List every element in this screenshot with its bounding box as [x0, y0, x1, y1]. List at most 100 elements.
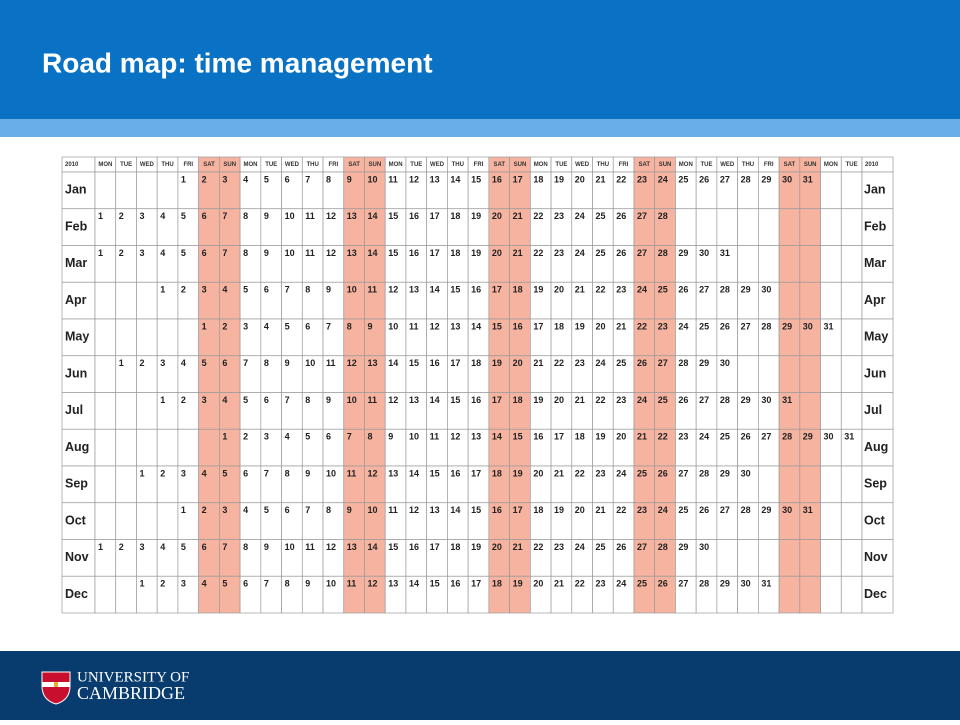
day-number: 26 [658, 468, 668, 478]
month-label: Jan [864, 183, 886, 197]
day-number: 31 [803, 505, 813, 515]
day-number: 8 [243, 542, 248, 552]
cell [94, 171, 117, 210]
day-number: 27 [637, 211, 647, 221]
column-header: MON [98, 162, 112, 168]
cell [61, 392, 96, 430]
day-number: 13 [388, 579, 398, 589]
day-number: 10 [347, 285, 357, 295]
day-number: 20 [533, 579, 543, 589]
day-number: 15 [430, 468, 440, 478]
day-number: 7 [305, 174, 310, 184]
column-header: THU [161, 162, 173, 168]
day-number: 7 [243, 358, 248, 368]
day-number: 8 [347, 321, 352, 331]
day-number: 18 [575, 432, 585, 442]
day-number: 16 [430, 358, 440, 368]
day-number: 16 [492, 174, 502, 184]
day-number: 19 [596, 432, 606, 442]
day-number: 22 [533, 248, 543, 258]
column-header: TUE [120, 162, 132, 168]
day-number: 28 [741, 505, 751, 515]
cell [115, 171, 137, 210]
day-number: 28 [699, 468, 709, 478]
day-number: 30 [761, 395, 771, 405]
day-number: 11 [305, 542, 315, 552]
day-number: 14 [430, 285, 440, 295]
day-number: 21 [554, 468, 564, 478]
day-number: 6 [264, 395, 269, 405]
day-number: 9 [347, 505, 352, 515]
day-number: 8 [285, 579, 290, 589]
day-number: 17 [492, 395, 502, 405]
day-number: 29 [782, 321, 792, 331]
column-header: FRI [619, 162, 629, 168]
day-number: 6 [285, 505, 290, 515]
day-number: 12 [347, 358, 357, 368]
cell [861, 502, 894, 540]
day-number: 23 [637, 174, 647, 184]
day-number: 20 [554, 395, 564, 405]
day-number: 13 [347, 248, 357, 258]
day-number: 2 [202, 174, 207, 184]
cell [778, 355, 801, 393]
cell [156, 502, 179, 540]
day-number: 2 [202, 505, 207, 515]
day-number: 29 [699, 358, 709, 368]
day-number: 26 [678, 285, 688, 295]
cell [820, 575, 842, 614]
day-number: 5 [181, 211, 186, 221]
day-number: 19 [533, 285, 543, 295]
column-header: WED [720, 162, 735, 168]
day-number: 26 [637, 358, 647, 368]
day-number: 15 [450, 395, 460, 405]
day-number: 22 [533, 211, 543, 221]
day-number: 30 [699, 542, 709, 552]
cell [861, 171, 894, 210]
day-number: 14 [409, 579, 419, 589]
column-header: TUE [410, 162, 422, 168]
day-number: 11 [388, 505, 398, 515]
day-number: 12 [326, 248, 336, 258]
day-number: 16 [471, 285, 481, 295]
cell [840, 539, 863, 577]
month-label: Dec [864, 587, 887, 601]
day-number: 16 [450, 468, 460, 478]
cell [820, 245, 842, 283]
day-number: 6 [326, 432, 331, 442]
day-number: 22 [658, 432, 668, 442]
day-number: 22 [533, 542, 543, 552]
day-number: 7 [285, 395, 290, 405]
cell [840, 208, 863, 246]
column-header: FRI [474, 162, 484, 168]
day-number: 18 [492, 468, 502, 478]
day-number: 23 [658, 321, 668, 331]
day-number: 25 [658, 285, 668, 295]
day-number: 29 [741, 395, 751, 405]
cell [799, 465, 821, 504]
day-number: 2 [243, 432, 248, 442]
year-planner: 2010 MON TUE WED THU FRI SAT SUN MON TUE WED THU FRI… [61, 156, 894, 614]
day-number: 5 [305, 432, 310, 442]
day-number: 21 [513, 211, 523, 221]
day-number: 6 [202, 542, 207, 552]
cell [820, 502, 842, 540]
day-number: 18 [513, 285, 523, 295]
day-number: 7 [347, 432, 352, 442]
day-number: 9 [326, 395, 331, 405]
cell [861, 245, 894, 283]
day-number: 2 [181, 285, 186, 295]
day-number: 30 [761, 285, 771, 295]
day-number: 7 [264, 579, 269, 589]
day-number: 30 [782, 505, 792, 515]
cell [820, 171, 842, 210]
day-number: 18 [533, 174, 543, 184]
day-number: 4 [222, 395, 227, 405]
column-header: FRI [183, 162, 193, 168]
day-number: 11 [326, 358, 336, 368]
day-number: 13 [471, 432, 481, 442]
cell [799, 355, 821, 393]
day-number: 24 [658, 174, 668, 184]
day-number: 23 [637, 505, 647, 515]
month-label: Dec [65, 587, 88, 601]
